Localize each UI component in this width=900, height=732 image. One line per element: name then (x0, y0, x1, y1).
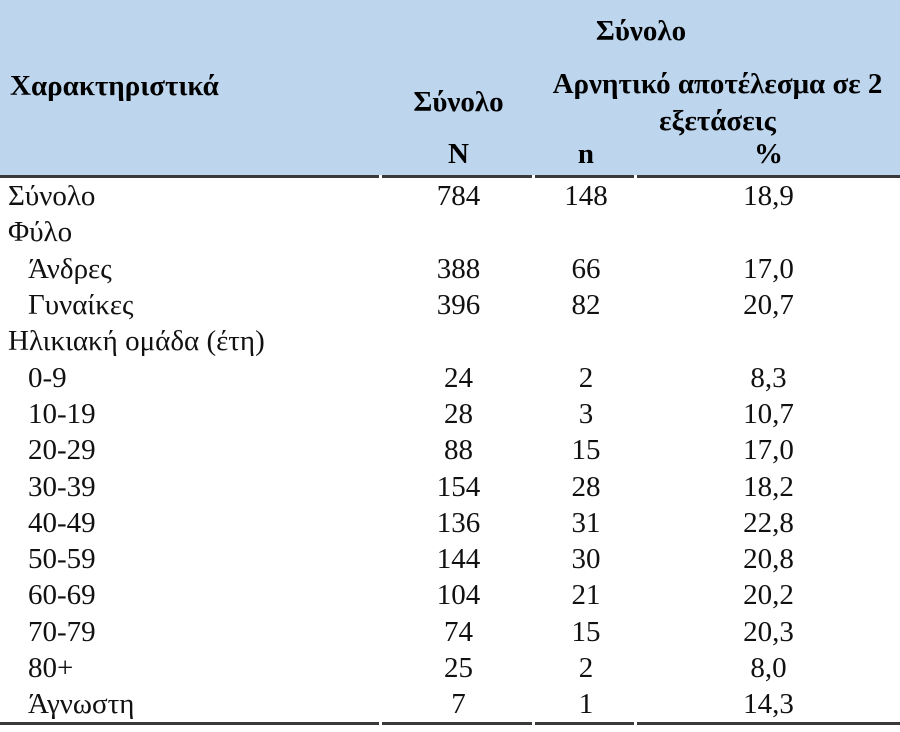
cell-pct: 20,8 (743, 543, 794, 576)
row-label: 80+ (28, 652, 74, 684)
cell-N: 104 (436, 579, 481, 612)
cell-pct: 20,3 (743, 615, 794, 648)
cell-n: 2 (578, 361, 594, 394)
cell-n: 28 (571, 470, 601, 503)
row-label: 0-9 (28, 361, 67, 394)
column-header-negative-result: Αρνητικό αποτέλεσμα σε 2 εξετάσεις (552, 68, 883, 137)
cell-N: 388 (436, 252, 481, 285)
cell-n: 21 (571, 579, 601, 612)
table-row: 30-39 154 28 18,2 (0, 468, 900, 504)
row-label: Άγνωστη (28, 688, 135, 721)
cell-n: 148 (564, 180, 608, 213)
cell-N: 88 (444, 434, 473, 467)
table-row: 10-19 28 3 10,7 (0, 396, 900, 432)
column-header-total: Σύνολο (413, 86, 504, 118)
table-row: 40-49 136 31 22,8 (0, 505, 900, 541)
cell-N: 396 (436, 289, 481, 322)
rule-segment (637, 722, 900, 726)
group-header-total: Σύνολο (595, 15, 687, 47)
row-label: Σύνολο (8, 180, 96, 213)
table-header: Χαρακτηριστικά Σύνολο Σύνολο Αρνητικό απ… (0, 0, 900, 175)
cell-pct: 18,9 (743, 180, 794, 213)
cell-N: 144 (436, 543, 481, 576)
row-label: Άνδρες (28, 252, 112, 285)
rule-segment (0, 722, 379, 726)
row-label: Γυναίκες (28, 289, 134, 322)
cell-pct: 20,2 (743, 579, 794, 612)
cell-pct: 8,0 (750, 652, 787, 684)
table-row: Ηλικιακή ομάδα (έτη) (0, 323, 900, 359)
column-header-characteristics: Χαρακτηριστικά (10, 70, 219, 102)
cell-n: 15 (571, 615, 601, 648)
table-row: 0-9 24 2 8,3 (0, 359, 900, 395)
table-row: Φύλο (0, 214, 900, 250)
cell-pct: 17,0 (743, 252, 794, 285)
cell-pct: 20,7 (743, 289, 794, 322)
table-row: Σύνολο 784 148 18,9 (0, 178, 900, 214)
cell-n: 82 (571, 289, 601, 322)
cell-n: 30 (571, 543, 601, 576)
bottom-rule (0, 722, 900, 726)
table-row: Γυναίκες 396 82 20,7 (0, 287, 900, 323)
cell-pct: 8,3 (750, 361, 787, 394)
cell-pct: 22,8 (743, 506, 794, 539)
cell-pct: 18,2 (743, 470, 794, 503)
row-label: Φύλο (8, 216, 73, 249)
column-header-n: n (577, 138, 595, 170)
cell-n: 31 (571, 506, 601, 539)
table-row: 50-59 144 30 20,8 (0, 541, 900, 577)
cell-N: 25 (444, 652, 473, 684)
row-label: 40-49 (28, 506, 96, 539)
row-label: Ηλικιακή ομάδα (έτη) (8, 325, 265, 358)
table-row: 60-69 104 21 20,2 (0, 577, 900, 613)
row-label: 30-39 (28, 470, 96, 503)
table-row: 70-79 74 15 20,3 (0, 614, 900, 650)
table-row: 20-29 88 15 17,0 (0, 432, 900, 468)
cell-N: 74 (444, 615, 473, 648)
row-label: 10-19 (28, 397, 96, 430)
cell-pct: 14,3 (743, 688, 794, 721)
cell-N: 154 (436, 470, 481, 503)
cell-N: 7 (451, 688, 466, 721)
row-label: 70-79 (28, 615, 96, 648)
cell-N: 784 (436, 180, 481, 213)
header-rule (0, 175, 900, 178)
rule-segment (535, 722, 634, 726)
cell-N: 24 (444, 361, 473, 394)
rule-segment (382, 175, 532, 178)
row-label: 60-69 (28, 579, 96, 612)
table-row: Άγνωστη 7 1 14,3 (0, 686, 900, 722)
rule-segment (535, 175, 634, 178)
rule-segment (382, 722, 532, 726)
column-header-percent: % (754, 138, 783, 170)
cell-n: 1 (578, 688, 594, 721)
cell-n: 66 (571, 252, 601, 285)
cell-N: 136 (436, 506, 481, 539)
row-label: 50-59 (28, 543, 96, 576)
cell-N: 28 (444, 397, 473, 430)
table-row: 80+ 25 2 8,0 (0, 650, 900, 686)
cell-n: 3 (578, 397, 594, 430)
table-body: Σύνολο 784 148 18,9 Φύλο Άνδρες 388 66 1… (0, 178, 900, 722)
cell-n: 2 (578, 652, 594, 684)
row-label: 20-29 (28, 434, 96, 467)
table-row: Άνδρες 388 66 17,0 (0, 251, 900, 287)
rule-segment (637, 175, 900, 178)
cell-n: 15 (571, 434, 601, 467)
cell-pct: 10,7 (743, 397, 794, 430)
column-header-N: N (448, 138, 469, 170)
cell-pct: 17,0 (743, 434, 794, 467)
rule-segment (0, 175, 379, 178)
